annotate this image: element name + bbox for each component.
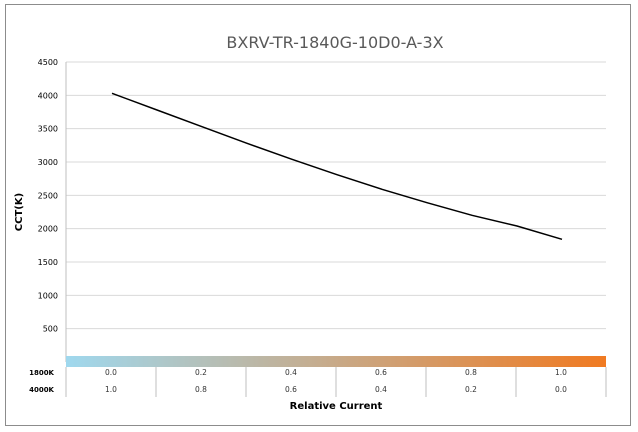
y-tick-label: 2000 — [38, 225, 58, 234]
y-tick-label: 1000 — [38, 291, 58, 300]
table-cell: 0.0 — [105, 368, 117, 377]
table-cell: 0.8 — [465, 368, 477, 377]
table-cell: 0.2 — [195, 368, 207, 377]
table-cell: 0.6 — [285, 385, 297, 394]
y-tick-label: 3000 — [38, 158, 58, 167]
y-tick-label: 4000 — [38, 91, 58, 100]
y-axis-title: CCT(K) — [14, 193, 25, 231]
series-line — [111, 92, 563, 241]
series-group — [111, 92, 563, 241]
table-row-label: 1800K — [29, 369, 54, 377]
table-cell: 0.4 — [285, 368, 297, 377]
y-tick-label: 3500 — [38, 125, 58, 134]
table-cell: 1.0 — [555, 368, 567, 377]
y-tick-label: 4500 — [38, 58, 58, 67]
table-cell: 0.2 — [465, 385, 477, 394]
cct-gradient-bar — [66, 356, 606, 367]
table-cell: 0.6 — [375, 368, 387, 377]
y-tick-label: 500 — [43, 325, 58, 334]
x-axis-title: Relative Current — [290, 401, 383, 412]
x-axis-table: 1800K 0.0 0.2 0.4 0.6 0.8 1.0 4000K 1.0 0.8 0.6 0.4… — [29, 367, 607, 397]
table-cell: 0.4 — [375, 385, 387, 394]
table-row-label: 4000K — [29, 386, 54, 394]
chart-title: BXRV-TR-1840G-10D0-A-3X — [226, 33, 443, 52]
y-tick-label: 2500 — [38, 191, 58, 200]
y-tick-label: 1500 — [38, 258, 58, 267]
table-cell: 0.8 — [195, 385, 207, 394]
table-cell: 1.0 — [105, 385, 117, 394]
chart-frame — [5, 4, 631, 426]
table-cell: 0.0 — [555, 385, 567, 394]
y-tick-labels: 500 1000 1500 2000 2500 3000 3500 4000 4500 — [38, 58, 58, 334]
gridlines — [66, 61, 606, 330]
